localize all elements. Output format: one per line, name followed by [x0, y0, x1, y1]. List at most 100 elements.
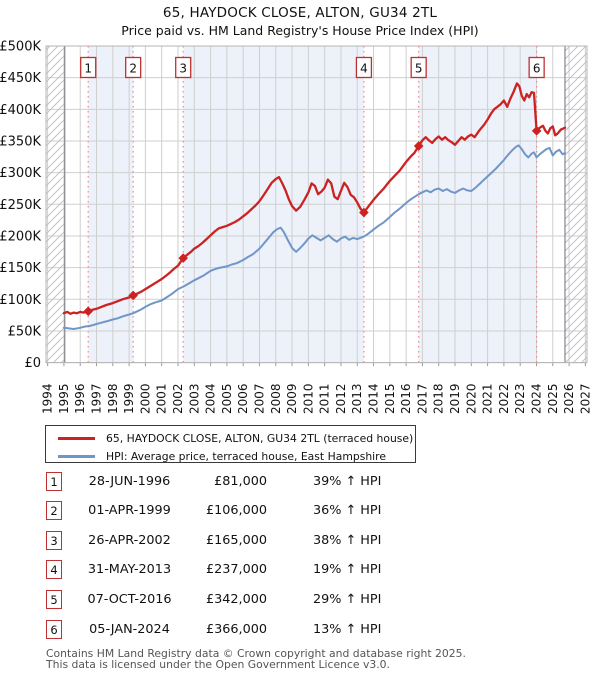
x-axis-label: 2009: [285, 383, 299, 414]
x-axis-label: 2004: [204, 383, 218, 414]
legend-label: 65, HAYDOCK CLOSE, ALTON, GU34 2TL (terr…: [106, 431, 414, 445]
x-axis-label: 1994: [41, 383, 55, 414]
sale-hpi-delta: 39% ↑ HPI: [313, 474, 382, 489]
y-axis-label: £350K: [0, 134, 41, 149]
page-subtitle: Price paid vs. HM Land Registry's House …: [121, 23, 479, 38]
sale-date: 31-MAY-2013: [87, 562, 172, 577]
sale-marker: [83, 306, 94, 317]
x-axis-label: 2027: [578, 383, 592, 414]
sale-price: £81,000: [214, 474, 267, 489]
x-axis-label: 2012: [334, 383, 348, 414]
plot-border: [45, 45, 588, 364]
sale-number: 2: [129, 62, 137, 76]
sale-hpi-delta: 38% ↑ HPI: [313, 533, 382, 548]
sale-number-badge: 6: [46, 620, 62, 639]
sale-date: 05-JAN-2024: [89, 622, 170, 637]
legend-label: HPI: Average price, terraced house, East…: [106, 449, 387, 463]
sale-number-box: [175, 56, 192, 79]
x-axis-label: 1996: [73, 383, 87, 414]
y-axis-label: £250K: [0, 198, 41, 213]
hatch-right: [565, 46, 587, 363]
footer-line-1: Contains HM Land Registry data © Crown c…: [46, 647, 466, 660]
sale-hpi-delta: 29% ↑ HPI: [313, 592, 382, 607]
y-axis-label: £400K: [0, 103, 41, 118]
legend-item-price-paid: 65, HAYDOCK CLOSE, ALTON, GU34 2TL (terr…: [46, 429, 415, 447]
x-axis-label: 1999: [122, 383, 136, 414]
sale-date: 26-APR-2002: [88, 533, 171, 548]
hatch-left: [46, 46, 65, 363]
x-axis-label: 2005: [220, 383, 234, 414]
price-line-swatch: [58, 436, 95, 440]
sale-number-box: [80, 56, 97, 79]
sale-date: 01-APR-1999: [88, 503, 171, 518]
sale-number-badge: 4: [46, 560, 62, 579]
sale-marker: [359, 207, 369, 218]
sale-price: £342,000: [205, 592, 267, 607]
x-axis-label: 2001: [155, 383, 169, 414]
sale-price: £106,000: [205, 503, 267, 518]
legend-item-hpi: HPI: Average price, terraced house, East…: [46, 447, 415, 465]
x-axis-label: 2014: [367, 383, 381, 414]
x-axis-label: 2013: [350, 383, 364, 414]
y-axis-label: £500K: [0, 40, 41, 55]
license-footer: Contains HM Land Registry data © Crown c…: [46, 648, 466, 670]
x-axis-label: 2018: [432, 383, 446, 414]
footer-line-2: This data is licensed under the Open Gov…: [46, 658, 390, 671]
x-axis-label: 1997: [90, 383, 104, 414]
sale-row-3: 3 26-APR-2002 £165,000 38% ↑ HPI: [0, 531, 600, 557]
sale-price: £237,000: [205, 562, 267, 577]
sale-hpi-delta: 36% ↑ HPI: [313, 503, 382, 518]
x-axis-label: 2020: [464, 383, 478, 414]
sale-number: 1: [84, 62, 92, 76]
y-axis-label: £0: [24, 356, 41, 371]
x-axis-label: 2002: [171, 383, 185, 414]
sale-marker: [128, 290, 138, 301]
sale-number-box: [125, 56, 142, 79]
y-axis-label: £50K: [8, 324, 42, 339]
x-axis-label: 2010: [301, 383, 315, 414]
sale-marker: [413, 141, 424, 151]
sale-row-2: 2 01-APR-1999 £106,000 36% ↑ HPI: [0, 501, 600, 527]
x-axis-label: 2011: [318, 383, 332, 414]
y-axis-label: £150K: [0, 261, 41, 276]
y-axis-label: £100K: [0, 293, 41, 308]
sale-row-1: 1 28-JUN-1996 £81,000 39% ↑ HPI: [0, 472, 600, 498]
sale-number: 4: [360, 62, 368, 76]
y-axis-label: £300K: [0, 166, 41, 181]
y-axis-label: £450K: [0, 71, 41, 86]
sale-number-badge: 3: [46, 531, 62, 550]
x-axis-label: 2023: [513, 383, 527, 414]
y-axis-label: £200K: [0, 229, 41, 244]
sale-number: 5: [415, 62, 423, 76]
x-axis-label: 2026: [562, 383, 576, 414]
x-axis-label: 2019: [448, 383, 462, 414]
sale-number-box: [410, 56, 427, 79]
sale-date: 07-OCT-2016: [87, 592, 172, 607]
x-axis-label: 1995: [57, 383, 71, 414]
x-axis-label: 2025: [546, 383, 560, 414]
page-title: 65, HAYDOCK CLOSE, ALTON, GU34 2TL: [162, 5, 438, 21]
price-paid-line: [62, 82, 567, 315]
x-axis-label: 2003: [187, 383, 201, 414]
sale-marker: [531, 126, 542, 136]
sale-number-badge: 2: [46, 501, 62, 520]
price-chart: £0 £50K £100K £150K £200K £250K £300K £350K £400…: [0, 40, 592, 414]
x-axis-label: 2024: [529, 383, 543, 414]
x-axis-label: 2015: [383, 383, 397, 414]
sale-number: 3: [179, 62, 187, 76]
sale-date: 28-JUN-1996: [88, 474, 171, 489]
hpi-line-swatch: [58, 454, 95, 458]
x-axis-label: 2008: [269, 383, 283, 414]
sale-number: 6: [533, 62, 541, 76]
sale-marker: [178, 253, 189, 263]
sale-row-4: 4 31-MAY-2013 £237,000 19% ↑ HPI: [0, 560, 600, 586]
sale-number-box: [355, 56, 373, 79]
x-axis-label: 2016: [399, 383, 413, 414]
x-axis-label: 1998: [106, 383, 120, 414]
x-axis-label: 2017: [415, 383, 429, 414]
x-axis-label: 2021: [481, 383, 495, 414]
sale-price: £366,000: [205, 622, 267, 637]
sale-number-badge: 5: [46, 590, 62, 609]
chart-legend: 65, HAYDOCK CLOSE, ALTON, GU34 2TL (terr…: [45, 425, 416, 463]
